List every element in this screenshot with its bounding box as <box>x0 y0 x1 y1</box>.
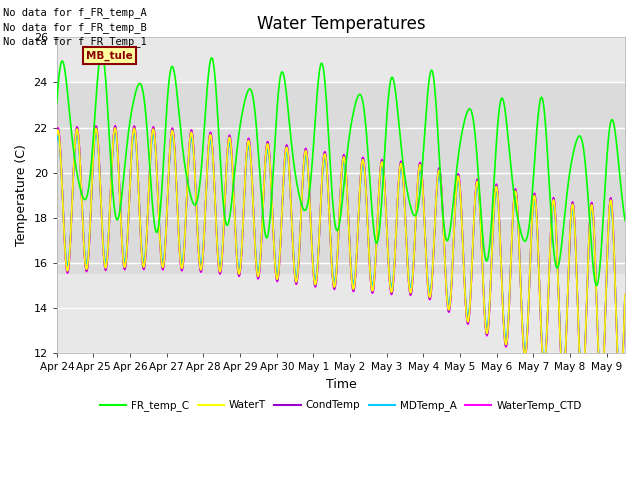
Legend: FR_temp_C, WaterT, CondTemp, MDTemp_A, WaterTemp_CTD: FR_temp_C, WaterT, CondTemp, MDTemp_A, W… <box>96 396 586 415</box>
Text: No data for f_FR_temp_A: No data for f_FR_temp_A <box>3 7 147 18</box>
Text: No data for f_FR_temp_B: No data for f_FR_temp_B <box>3 22 147 33</box>
Text: No data for f_FR_Temp_1: No data for f_FR_Temp_1 <box>3 36 147 47</box>
Y-axis label: Temperature (C): Temperature (C) <box>15 144 28 246</box>
Text: MB_tule: MB_tule <box>86 50 133 60</box>
X-axis label: Time: Time <box>326 378 356 391</box>
Bar <box>57 83 625 274</box>
Title: Water Temperatures: Water Temperatures <box>257 15 425 33</box>
